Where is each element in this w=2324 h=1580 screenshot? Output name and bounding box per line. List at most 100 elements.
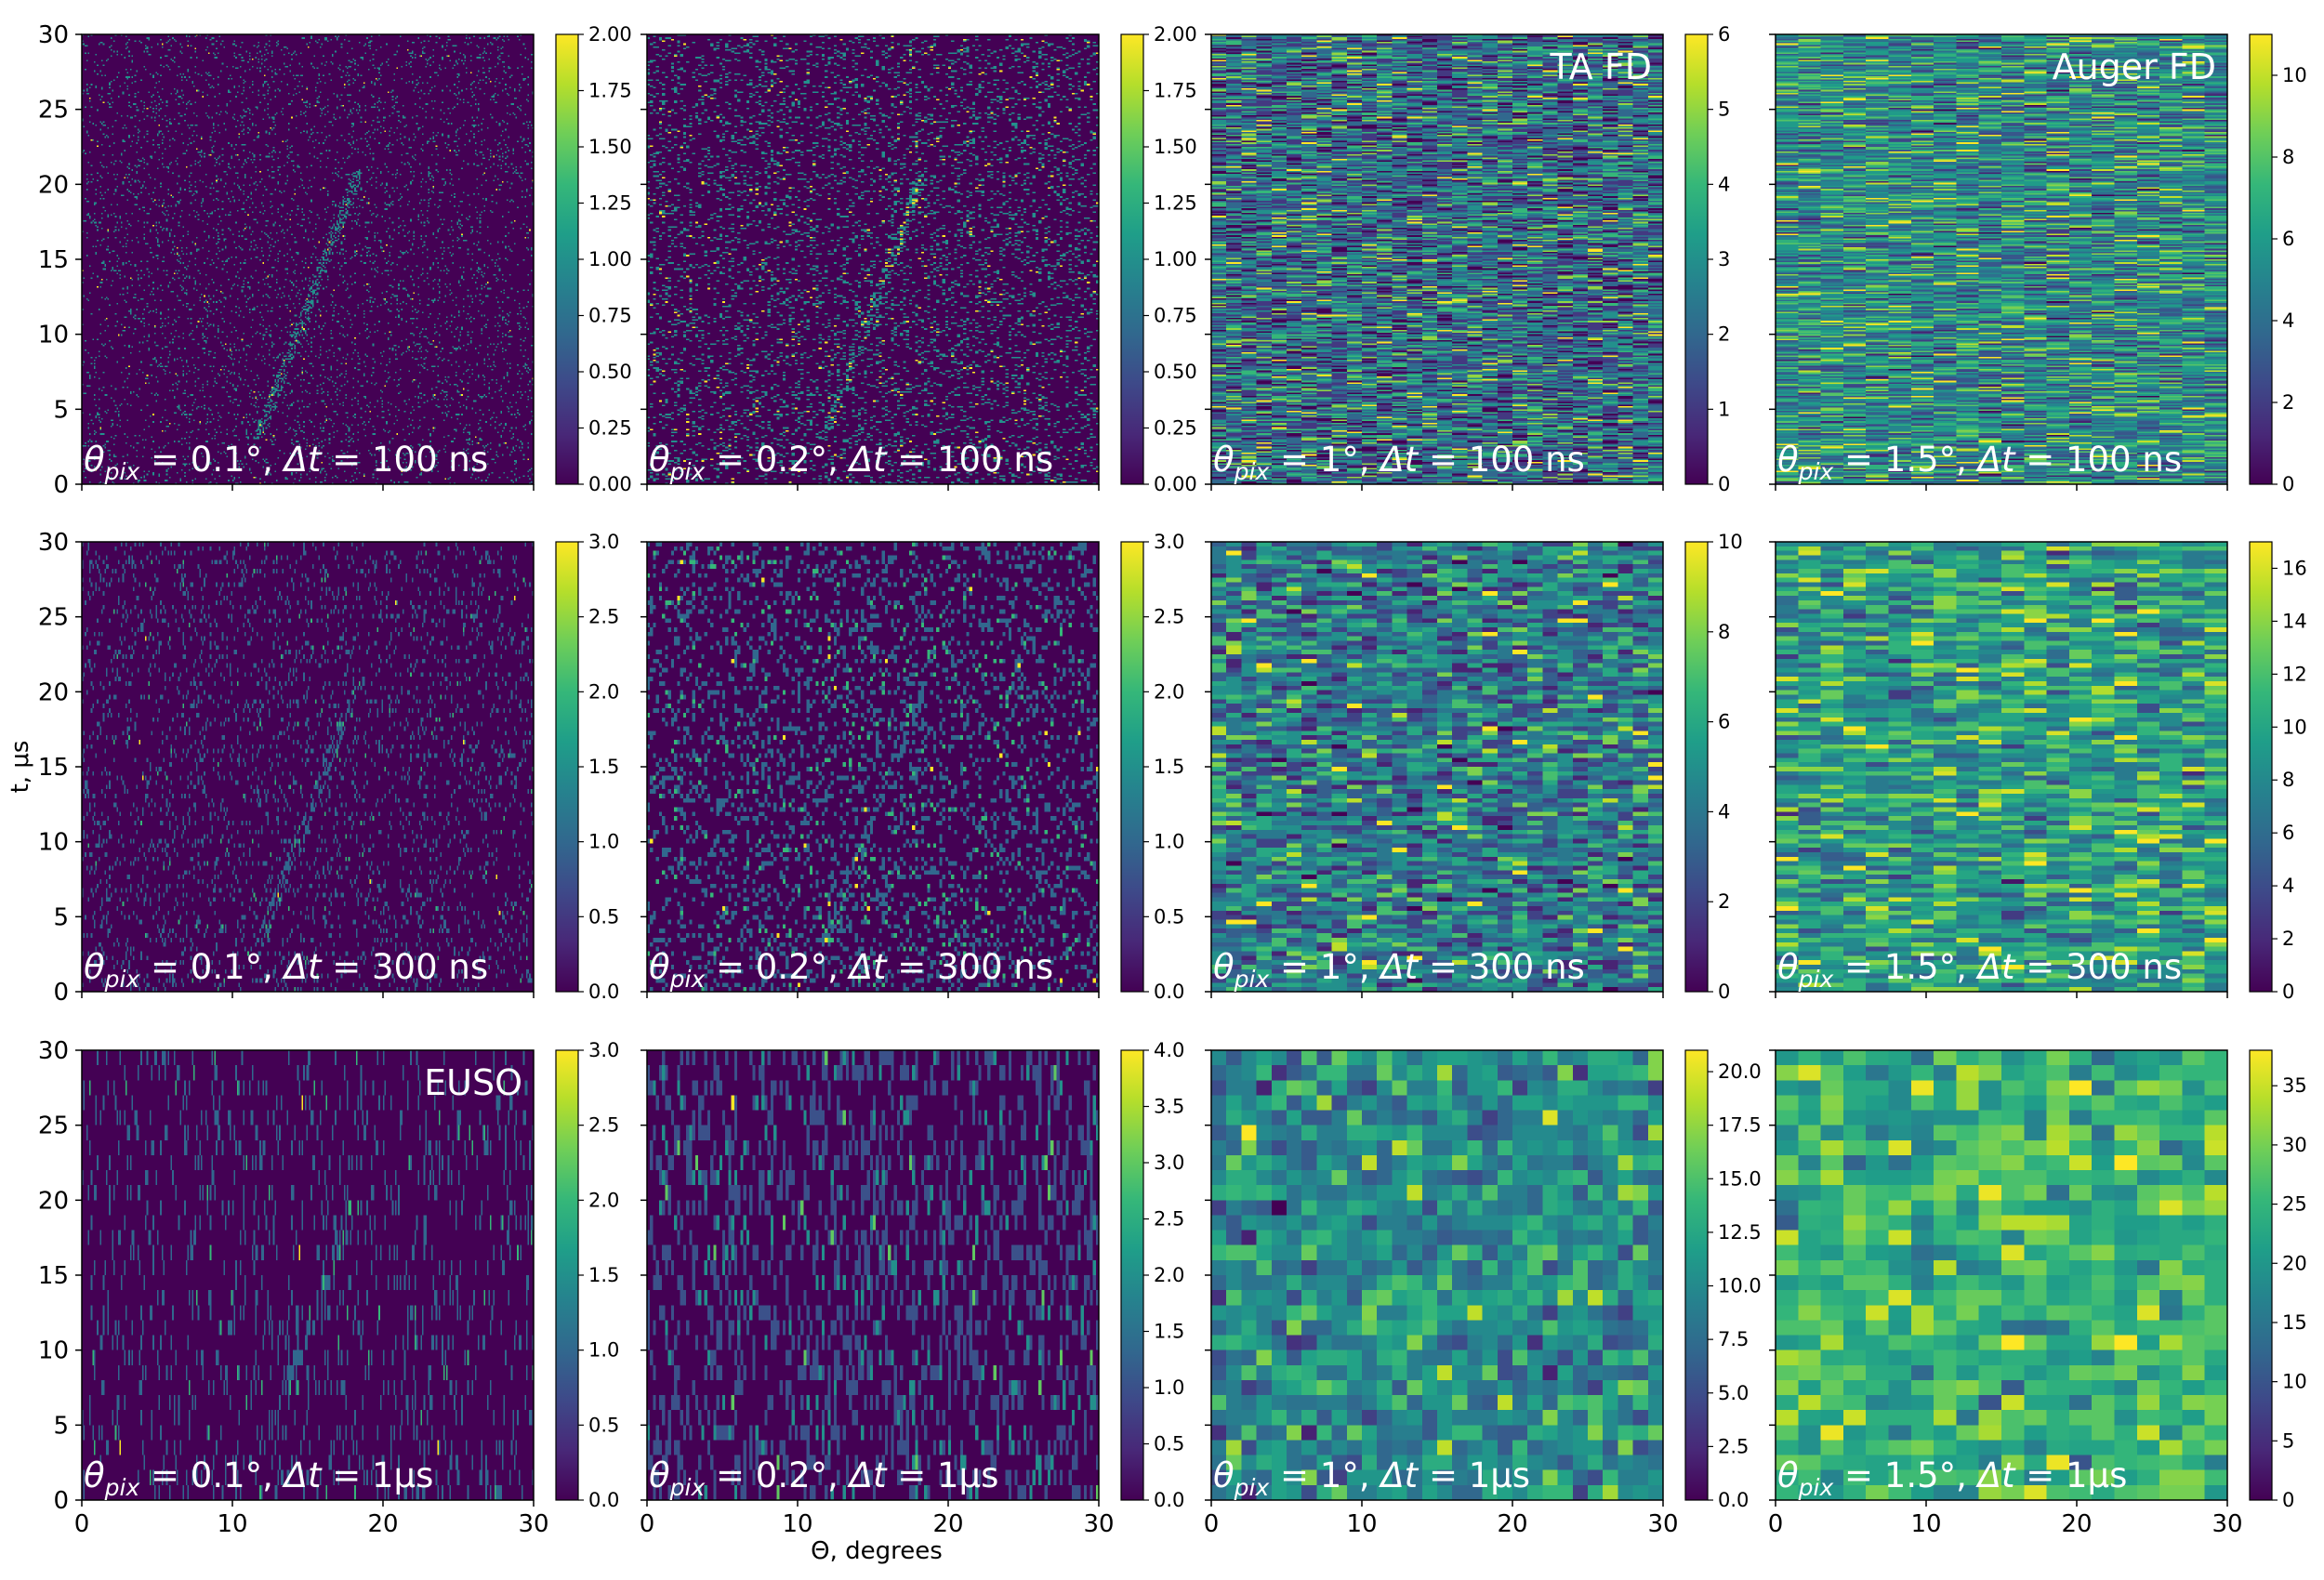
delta-t-symbol: Δt [282, 1455, 323, 1495]
colorbar [1121, 34, 1143, 484]
colorbar-tick-label: 0.0 [1154, 981, 1184, 1003]
pix-value: = 1°, [1269, 440, 1380, 480]
colorbar-tick-label: 2.00 [1154, 23, 1197, 46]
x-tick-label: 20 [1497, 1510, 1527, 1538]
colorbar-tick-label: 0.5 [588, 1414, 619, 1436]
panel-r1-c1: θpix = 0.2°, Δt = 300 ns 0.0 0.5 1.0 1.5 2.0 2… [640, 531, 1184, 1003]
detector-label: Auger FD [2053, 46, 2216, 87]
colorbar-tick-label: 2.5 [588, 606, 619, 628]
colorbar-tick-label: 1.0 [588, 1339, 619, 1362]
panel-parameter-label: θpix = 0.1°, Δt = 1μs [84, 1455, 433, 1501]
colorbar [1685, 1050, 1708, 1500]
colorbar-tick-label: 0.5 [588, 905, 619, 928]
colorbar-tick-label: 8 [1718, 621, 1730, 643]
colorbar-tick-label: 1.0 [588, 831, 619, 853]
y-tick-label: 30 [38, 529, 69, 557]
theta-symbol: θ [1777, 1455, 1799, 1495]
delta-t-value: = 1μs [321, 1455, 433, 1495]
panel-parameter-label: θpix = 1.5°, Δt = 1μs [1777, 1455, 2127, 1501]
colorbar [1685, 542, 1708, 992]
colorbar-tick-label: 1.75 [588, 80, 632, 102]
delta-t-value: = 300 ns [2014, 947, 2182, 987]
colorbar-tick-label: 1.0 [1154, 1376, 1184, 1399]
colorbar-tick-label: 0.00 [588, 473, 632, 495]
panel-parameter-label: θpix = 1°, Δt = 1μs [1213, 1455, 1530, 1501]
panel-r1-c3: θpix = 1.5°, Δt = 300 ns 0 2 4 6 8 10 12 14 16 [1769, 541, 2307, 1003]
colorbar-tick-label: 0.0 [588, 981, 619, 1003]
delta-t-symbol: Δt [1975, 440, 2016, 480]
colorbar-tick-label: 0.50 [588, 361, 632, 383]
colorbar-tick-label: 0.75 [1154, 305, 1197, 327]
colorbar-tick-label: 4 [1718, 800, 1730, 823]
heatmap-cells [1211, 542, 1663, 992]
panel-parameter-label: θpix = 0.1°, Δt = 100 ns [84, 440, 488, 485]
colorbar-tick-label: 2 [1718, 890, 1730, 913]
x-tick-label: 10 [1910, 1510, 1941, 1538]
theta-symbol: θ [1213, 947, 1235, 987]
colorbar-tick-label: 3 [1718, 248, 1730, 270]
y-tick-label: 10 [38, 829, 69, 857]
colorbar-tick-label: 4 [2282, 875, 2294, 897]
colorbar-tick-label: 1.5 [588, 1264, 619, 1286]
colorbar-tick-label: 6 [2282, 822, 2294, 844]
colorbar-tick-label: 8 [2282, 146, 2294, 168]
panel-r0-c2: θpix = 1°, Δt = 100 ns TA FD 0 1 2 3 4 5 6 [1205, 23, 1730, 495]
colorbar-tick-label: 1.25 [1154, 192, 1197, 215]
colorbar-tick-label: 0.5 [1154, 1433, 1184, 1455]
colorbar-tick-label: 0 [1718, 981, 1730, 1003]
x-tick-label: 30 [1647, 1510, 1678, 1538]
pix-subscript: pix [1798, 458, 1834, 485]
colorbar-tick-label: 20.0 [1718, 1060, 1762, 1083]
colorbar-tick-label: 3.0 [1154, 531, 1184, 553]
theta-symbol: θ [649, 440, 670, 480]
delta-t-value: = 1μs [886, 1455, 998, 1495]
delta-t-value: = 100 ns [1418, 440, 1585, 480]
colorbar-tick-label: 1.75 [1154, 80, 1197, 102]
panel-r2-c2: 0 10 20 30 θpix = 1°, Δt = 1μs 0.0 2.5 5.0 7.5 10… [1204, 1049, 1762, 1538]
delta-t-value: = 100 ns [321, 440, 488, 480]
colorbar-tick-label: 1.5 [1154, 756, 1184, 778]
colorbar-tick-label: 10 [2282, 716, 2307, 738]
colorbar-tick-label: 6 [1718, 711, 1730, 733]
pix-subscript: pix [1798, 1474, 1834, 1501]
heatmap-cells [1211, 34, 1663, 484]
delta-t-value: = 1μs [2014, 1455, 2127, 1495]
theta-symbol: θ [649, 947, 670, 987]
y-tick-label: 15 [38, 754, 69, 782]
y-tick-label: 30 [38, 21, 69, 49]
colorbar-tick-label: 2.5 [1154, 1208, 1184, 1231]
colorbar [556, 542, 578, 992]
colorbar-tick-label: 10 [2282, 64, 2307, 86]
colorbar-tick-label: 10.0 [1718, 1275, 1762, 1297]
colorbar-tick-label: 1.00 [588, 248, 632, 270]
heatmap-cells [1776, 542, 2227, 992]
colorbar-tick-label: 0.50 [1154, 361, 1197, 383]
heatmap-cells [647, 34, 1099, 484]
panel-parameter-label: θpix = 1.5°, Δt = 100 ns [1777, 440, 2182, 485]
colorbar-tick-label: 0.75 [588, 305, 632, 327]
colorbar-tick-label: 35 [2282, 1074, 2307, 1097]
pix-subscript: pix [1234, 966, 1270, 993]
panel-parameter-label: θpix = 1°, Δt = 300 ns [1213, 947, 1585, 993]
colorbar [556, 34, 578, 484]
colorbar-tick-label: 15.0 [1718, 1167, 1762, 1190]
colorbar-tick-label: 0.25 [588, 417, 632, 440]
colorbar-tick-label: 14 [2282, 610, 2307, 632]
x-tick-label: 0 [640, 1510, 655, 1538]
colorbar-tick-label: 2 [2282, 928, 2294, 950]
colorbar-tick-label: 1.50 [588, 136, 632, 158]
colorbar-frame [1684, 1049, 1709, 1501]
colorbar-tick-label: 6 [1718, 23, 1730, 46]
y-tick-label: 25 [38, 97, 69, 125]
y-tick-label: 20 [38, 678, 69, 706]
colorbar-tick-label: 12 [2282, 663, 2307, 685]
panel-parameter-label: θpix = 1.5°, Δt = 300 ns [1777, 947, 2182, 993]
x-tick-label: 30 [518, 1510, 548, 1538]
theta-symbol: θ [84, 947, 105, 987]
panel-parameter-label: θpix = 0.1°, Δt = 300 ns [84, 947, 488, 993]
x-tick-label: 30 [2212, 1510, 2242, 1538]
delta-t-symbol: Δt [1378, 947, 1419, 987]
colorbar-tick-label: 16 [2282, 557, 2307, 579]
